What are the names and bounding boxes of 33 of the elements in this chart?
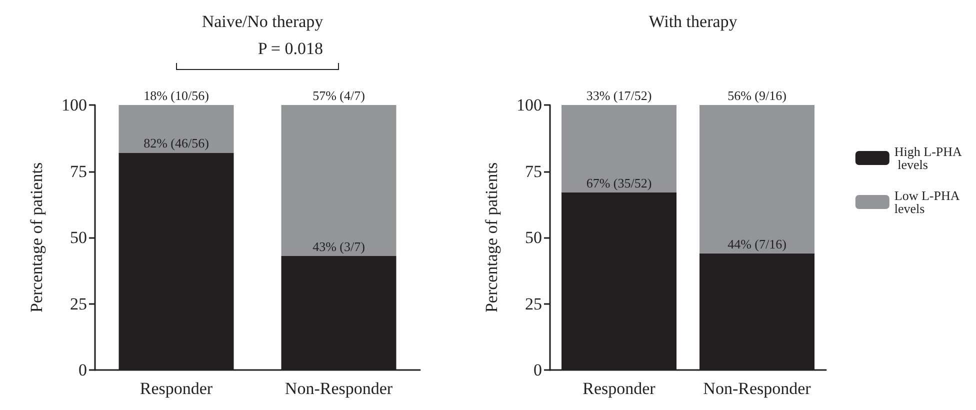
data-label: 18% (10/56) <box>144 88 209 103</box>
y-tick-label: 0 <box>78 360 87 380</box>
x-tick-label: Non-Responder <box>703 379 812 398</box>
data-label: 67% (35/52) <box>586 175 652 190</box>
text: P = 0.018 <box>258 39 323 58</box>
data-label: 82% (46/56) <box>144 136 209 151</box>
data-label: 33% (17/52) <box>586 88 652 103</box>
y-tick-label: 75 <box>525 162 542 181</box>
chart-title: With therapy <box>648 12 738 31</box>
x-tick-label: Responder <box>582 379 656 398</box>
data-label: 57% (4/7) <box>312 88 365 103</box>
x-tick-label: Non-Responder <box>284 379 393 398</box>
bar <box>281 105 396 256</box>
bar <box>562 105 676 192</box>
y-tick-label: 25 <box>70 294 87 314</box>
y-tick-label: 100 <box>516 96 542 114</box>
y-tick-label: 50 <box>525 228 542 247</box>
y-tick-label: 0 <box>534 360 542 380</box>
y-tick-label: 25 <box>525 294 542 314</box>
y-axis-title: Percentage of patients <box>27 162 46 313</box>
chart-title: Naive/No therapy <box>202 12 324 31</box>
y-tick-label: 75 <box>70 162 87 181</box>
bar <box>700 105 814 254</box>
legend-label: High L-PHA levels <box>894 144 963 172</box>
x-tick-label: Responder <box>140 379 213 398</box>
legend-label: Low L-PHA levels <box>894 188 962 216</box>
y-tick-label: 50 <box>70 228 87 247</box>
data-label: 56% (9/16) <box>728 88 786 103</box>
y-axis-title: Percentage of patients <box>482 162 501 313</box>
y-tick-label: 100 <box>62 96 87 114</box>
data-label: 44% (7/16) <box>728 236 786 252</box>
data-label: 43% (3/7) <box>312 239 365 254</box>
bar <box>118 105 234 153</box>
